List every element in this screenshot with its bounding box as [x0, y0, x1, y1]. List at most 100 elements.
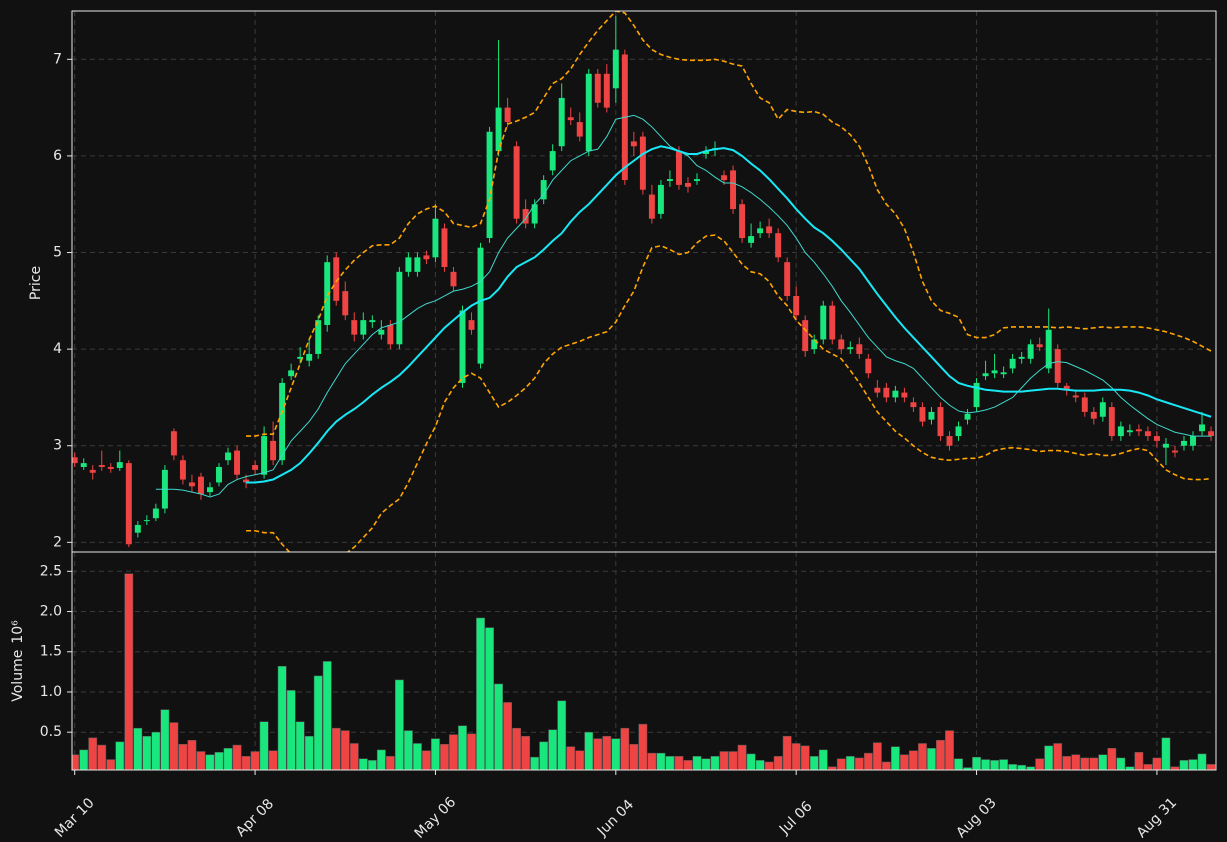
- volume-bar: [106, 759, 116, 770]
- y-tick-label: 6: [53, 148, 62, 164]
- candle-body: [297, 356, 304, 359]
- candle-body: [80, 463, 87, 467]
- candle-body: [1063, 385, 1070, 390]
- volume-bar: [422, 750, 431, 770]
- volume-bar: [79, 749, 89, 770]
- candle-body: [928, 411, 935, 420]
- candle-body: [423, 255, 430, 260]
- candle-body: [1027, 344, 1034, 359]
- price-frame: [71, 10, 1217, 553]
- volume-bar: [151, 731, 161, 770]
- volume-bar: [1161, 737, 1171, 770]
- volume-bar: [1017, 764, 1027, 770]
- candle-body: [838, 339, 845, 350]
- candle-body: [549, 151, 556, 171]
- candle-body: [982, 373, 989, 377]
- grid: [72, 11, 1216, 770]
- axes: Price Volume 10⁶ 2 3 4 5 6 7 0.5 1.0 1.5 2.0 2.5 Mar…: [10, 10, 1217, 842]
- candle-body: [648, 194, 655, 219]
- candle-body: [486, 131, 493, 239]
- volume-bar: [584, 731, 594, 770]
- candle-body: [188, 482, 195, 487]
- candle-body: [216, 466, 222, 483]
- candle-body: [468, 320, 475, 330]
- volume-bar: [449, 734, 458, 770]
- candle-body: [1090, 411, 1097, 419]
- candle-body: [107, 466, 114, 469]
- volume-bar: [972, 756, 981, 770]
- overlay-line: [246, 11, 1212, 437]
- candle-body: [739, 204, 746, 239]
- volume-bar: [494, 683, 503, 770]
- volume-label: Volume: [10, 650, 26, 702]
- candle-body: [125, 463, 132, 545]
- candle-body: [207, 487, 213, 493]
- volume-bar: [358, 758, 368, 770]
- candle-body: [1144, 431, 1151, 437]
- candle-body: [197, 476, 204, 495]
- volume-bar: [503, 702, 512, 770]
- volume-bar: [927, 748, 936, 770]
- y-tick-label: 2.0: [40, 604, 62, 620]
- candle-body: [1162, 443, 1169, 448]
- volume-bar: [1206, 764, 1216, 770]
- volume-bar: [340, 730, 350, 770]
- candle-body: [684, 182, 691, 187]
- candle-body: [1081, 397, 1088, 412]
- volume-bar: [124, 573, 134, 770]
- volume-bar: [918, 743, 927, 770]
- volume-bar: [277, 665, 287, 770]
- volume-bar: [467, 733, 476, 770]
- volume-bar: [458, 725, 467, 770]
- x-tick-label: Apr 08: [233, 796, 277, 840]
- candle-body: [378, 329, 385, 335]
- candle-body: [179, 460, 186, 480]
- volume-bar: [656, 752, 666, 770]
- candle-body: [1099, 402, 1106, 417]
- candle-body: [829, 305, 836, 340]
- candle-body: [441, 228, 448, 268]
- volume-bar: [394, 679, 404, 770]
- candle-body: [1171, 450, 1178, 453]
- volume-bar: [683, 760, 693, 770]
- volume-bar: [169, 722, 179, 770]
- volume-bar: [710, 756, 720, 770]
- candle-body: [152, 508, 159, 519]
- candle-body: [730, 170, 737, 210]
- candle-body: [901, 392, 908, 398]
- volume-bar: [205, 754, 215, 770]
- volume-bar: [638, 723, 648, 770]
- candle-body: [405, 257, 412, 272]
- candle-body: [414, 257, 421, 272]
- candle-body: [315, 320, 322, 354]
- candle-body: [594, 73, 601, 103]
- candle-body: [288, 370, 295, 377]
- candle-body: [261, 436, 268, 475]
- candle-body: [1045, 329, 1052, 369]
- volume-bar: [566, 746, 576, 770]
- candle-body: [892, 390, 899, 398]
- volume-bar: [800, 745, 810, 770]
- volume-bar: [1080, 757, 1090, 770]
- volume-bar: [665, 756, 675, 770]
- candle-body: [883, 387, 890, 398]
- volume-bar: [909, 750, 918, 770]
- volume-bar: [647, 752, 657, 770]
- volume-bar: [692, 756, 702, 770]
- candle-body: [657, 184, 664, 214]
- y-tick-label: 5: [53, 245, 62, 261]
- candle-body: [748, 236, 755, 243]
- volume-bar: [981, 759, 990, 770]
- candle-body: [856, 344, 863, 354]
- volume-bar: [890, 746, 900, 770]
- y-tick-label: 0.5: [40, 724, 62, 740]
- candle-body: [1181, 440, 1187, 446]
- volume-bar: [620, 727, 630, 770]
- volume-bar: [1008, 764, 1018, 770]
- x-tick-label: Aug 03: [953, 795, 999, 841]
- candle-body: [666, 179, 673, 182]
- candle-body: [1000, 372, 1007, 375]
- volume-bar: [602, 735, 612, 770]
- candle-body: [964, 413, 971, 420]
- volume-bar: [782, 735, 792, 770]
